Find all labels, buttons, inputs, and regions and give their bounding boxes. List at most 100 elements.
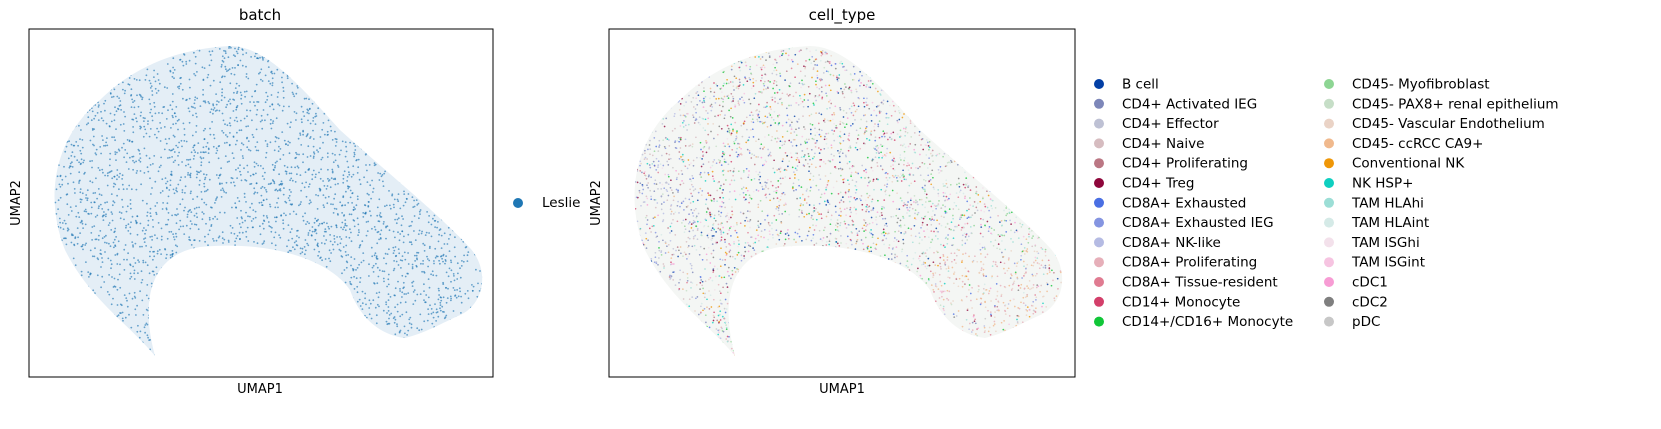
- umap-point: [153, 76, 155, 78]
- umap-point: [307, 277, 309, 279]
- umap-point: [452, 102, 454, 105]
- umap-point: [173, 340, 176, 343]
- umap-point: [326, 353, 329, 356]
- umap-point: [452, 94, 454, 96]
- umap-point: [79, 109, 82, 112]
- umap-point: [227, 241, 230, 243]
- umap-point: [291, 237, 294, 240]
- umap-point: [681, 180, 683, 182]
- umap-point: [393, 316, 396, 318]
- umap-point: [314, 176, 317, 179]
- umap-point: [710, 130, 712, 133]
- umap-point: [318, 341, 321, 344]
- umap-point: [151, 61, 154, 63]
- umap-point: [426, 57, 428, 60]
- umap-point: [403, 286, 405, 289]
- umap-point: [410, 157, 413, 160]
- umap-point: [181, 60, 184, 63]
- umap-point: [456, 42, 458, 44]
- umap-point: [230, 251, 233, 254]
- umap-point: [481, 282, 483, 285]
- umap-point: [410, 323, 413, 326]
- umap-point: [262, 336, 265, 338]
- umap-point: [143, 50, 146, 53]
- umap-point: [340, 255, 343, 257]
- umap-point: [227, 358, 229, 360]
- umap-point: [282, 154, 285, 156]
- umap-point: [421, 102, 424, 104]
- umap-point: [197, 292, 199, 295]
- umap-point: [189, 258, 192, 260]
- umap-point: [206, 142, 209, 144]
- umap-point: [418, 329, 421, 332]
- umap-point: [111, 80, 114, 82]
- umap-point: [276, 202, 278, 204]
- umap-point: [240, 119, 242, 122]
- umap-point: [1018, 112, 1020, 114]
- umap-point: [268, 225, 271, 227]
- umap-point: [278, 343, 280, 346]
- umap-point: [254, 301, 257, 304]
- umap-point: [390, 312, 393, 315]
- plot-frame-batch: [28, 28, 494, 378]
- umap-point: [302, 110, 305, 113]
- umap-point: [448, 250, 451, 253]
- umap-point: [392, 252, 395, 255]
- umap-point: [305, 331, 307, 334]
- umap-point: [733, 322, 736, 325]
- umap-point: [914, 59, 917, 62]
- umap-point: [202, 78, 205, 81]
- umap-point: [70, 265, 73, 268]
- umap-point: [850, 124, 852, 127]
- umap-point: [323, 185, 326, 187]
- umap-point: [422, 263, 424, 265]
- umap-point: [253, 241, 255, 243]
- umap-point: [341, 106, 343, 109]
- umap-point: [274, 189, 277, 192]
- umap-point: [254, 191, 256, 194]
- umap-point: [57, 231, 59, 234]
- umap-point: [240, 142, 243, 145]
- umap-point: [447, 275, 450, 278]
- umap-point: [197, 302, 200, 305]
- umap-point: [471, 69, 473, 72]
- umap-point: [272, 267, 275, 270]
- umap-point: [787, 94, 790, 97]
- umap-point: [276, 334, 279, 337]
- umap-point: [289, 141, 291, 144]
- umap-point: [293, 95, 296, 98]
- umap-point: [318, 276, 321, 279]
- umap-point: [931, 356, 933, 358]
- umap-point: [241, 231, 244, 234]
- umap-point: [425, 231, 428, 234]
- umap-point: [385, 48, 388, 51]
- umap-point: [213, 240, 215, 242]
- umap-point: [195, 170, 198, 173]
- umap-point: [470, 356, 472, 358]
- umap-point: [420, 232, 423, 235]
- umap-point: [48, 333, 50, 335]
- umap-point: [216, 290, 218, 293]
- umap-point: [333, 241, 336, 243]
- umap-point: [664, 334, 666, 337]
- umap-point: [957, 348, 960, 351]
- umap-point: [449, 90, 452, 93]
- umap-point: [160, 156, 163, 159]
- umap-point: [464, 328, 467, 331]
- umap-point: [459, 214, 461, 217]
- umap-point: [247, 148, 250, 151]
- umap-point: [106, 137, 108, 140]
- umap-point: [260, 194, 263, 197]
- umap-point: [297, 274, 300, 276]
- umap-point: [222, 282, 225, 285]
- umap-point: [175, 235, 178, 238]
- umap-point: [818, 94, 821, 97]
- umap-point: [146, 215, 149, 217]
- umap-point: [271, 318, 273, 320]
- umap-point: [662, 336, 665, 338]
- umap-point: [676, 339, 679, 342]
- umap-point: [213, 323, 216, 326]
- umap-point: [307, 119, 309, 122]
- umap-point: [424, 336, 426, 339]
- umap-point: [357, 223, 360, 226]
